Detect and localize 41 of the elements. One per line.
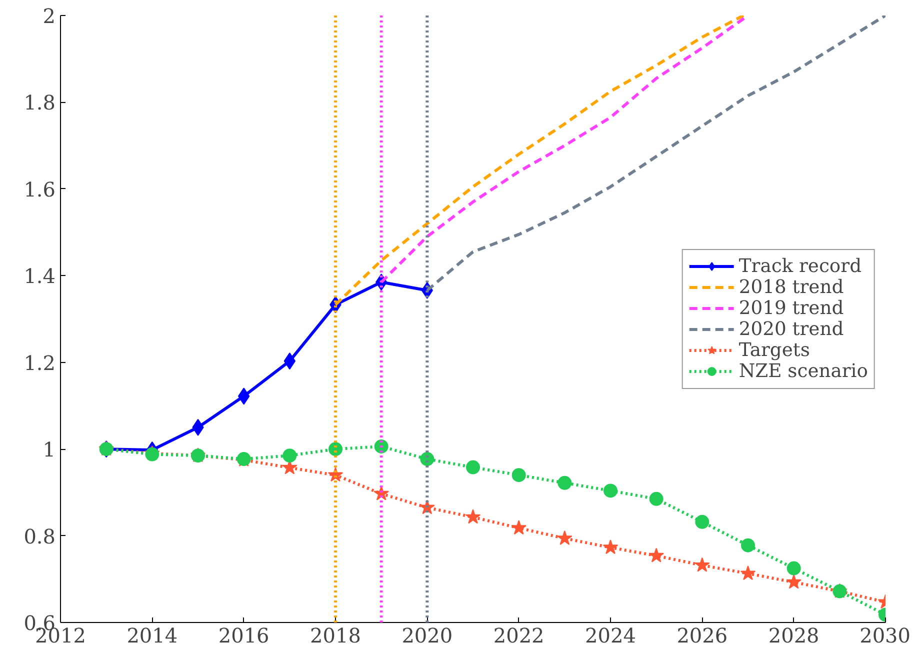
point (512, 468, 526, 482)
point (282, 448, 297, 463)
legend-label: Track record (738, 256, 862, 276)
point (558, 476, 572, 490)
x-tick-label: 2026 (676, 624, 728, 648)
x-tick-label: 2014 (126, 624, 178, 648)
point (694, 557, 710, 572)
x-tick-label: 2028 (768, 624, 820, 648)
legend-label: 2018 trend (738, 276, 844, 298)
point (465, 509, 481, 524)
y-tick-label: 2 (42, 4, 56, 28)
point (420, 452, 434, 466)
y-tick-label: 1.6 (24, 177, 56, 202)
y-tick-label: 1.2 (24, 350, 56, 375)
point (649, 492, 664, 506)
x-tick-label: 2018 (310, 624, 361, 648)
point (648, 548, 664, 562)
point (511, 520, 526, 535)
point (741, 538, 755, 552)
y-tick-label: 1 (42, 438, 56, 462)
point (466, 460, 480, 474)
point (786, 561, 801, 576)
y-tick-label: 1.8 (24, 90, 56, 115)
point (328, 442, 342, 456)
y-tick-label: 1.4 (24, 264, 56, 288)
point (602, 539, 618, 554)
x-tick-label: 2020 (402, 624, 453, 648)
legend-label: Targets (738, 340, 810, 360)
x-tick-label: 2030 (860, 624, 911, 648)
point (695, 514, 710, 529)
x-tick-label: 2016 (218, 624, 270, 648)
point (604, 484, 618, 498)
legend-label: 2020 trend (738, 318, 844, 340)
point (740, 566, 756, 580)
x-tick-label: 2024 (585, 624, 636, 648)
legend-label: 2019 trend (738, 298, 844, 318)
legend-label: NZE scenario (738, 360, 868, 382)
x-tick-label: 2022 (493, 624, 544, 648)
point (557, 530, 572, 545)
point (786, 574, 802, 589)
y-tick-label: 0.8 (24, 524, 56, 548)
